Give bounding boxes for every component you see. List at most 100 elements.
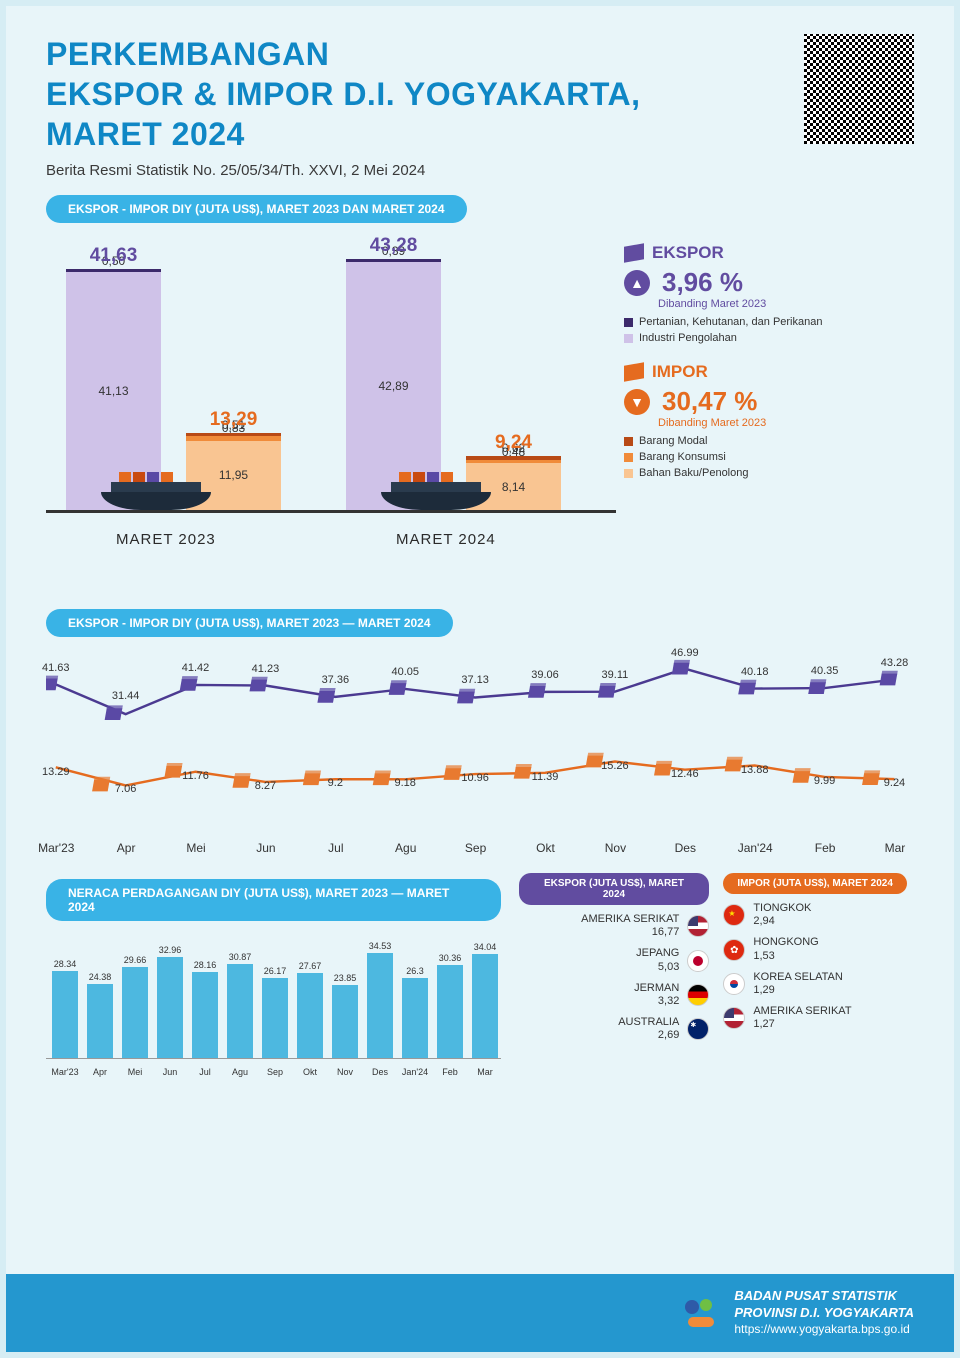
neraca-bar <box>192 972 218 1058</box>
ekspor-marker-icon <box>250 677 268 692</box>
segment-label: 42,89 <box>346 379 441 393</box>
ekspor-pct: 3,96 % <box>662 267 743 298</box>
ekspor-marker-icon <box>457 689 475 704</box>
flag-icon <box>687 915 709 937</box>
ekspor-partners-pill: EKSPOR (JUTA US$), MARET 2024 <box>519 873 710 905</box>
ekspor-marker-icon <box>389 680 407 695</box>
impor-value-label: 11.76 <box>171 770 221 782</box>
neraca-bar <box>157 957 183 1058</box>
footer-line1: BADAN PUSAT STATISTIK <box>734 1288 914 1305</box>
neraca-month: Sep <box>255 1067 295 1077</box>
impor-legend: Barang ModalBarang KonsumsiBahan Baku/Pe… <box>624 435 914 479</box>
impor-partner-rows: ★TIONGKOK2,94✿HONGKONG1,53KOREA SELATAN1… <box>723 902 914 1032</box>
partner-row: JERMAN3,32 <box>519 982 710 1008</box>
neraca-value: 26.3 <box>395 966 435 976</box>
x-axis-label: Okt <box>512 841 579 855</box>
x-axis-label: Mei <box>163 841 230 855</box>
impor-sub: Dibanding Maret 2023 <box>658 417 914 429</box>
neraca-bar <box>52 971 78 1058</box>
impor-stat: IMPOR ▼ 30,47 % Dibanding Maret 2023 Bar… <box>624 362 914 479</box>
partner-text: JEPANG5,03 <box>519 947 680 973</box>
neraca-value: 30.36 <box>430 953 470 963</box>
neraca-month: Des <box>360 1067 400 1077</box>
neraca-bar <box>367 953 393 1059</box>
cargo-ship-icon <box>381 462 491 510</box>
partner-text: JERMAN3,32 <box>519 982 680 1008</box>
legend-item: Barang Modal <box>624 435 914 447</box>
ekspor-marker-icon <box>598 683 616 698</box>
impor-pct: 30,47 % <box>662 386 757 417</box>
flag-icon <box>687 950 709 972</box>
neraca-bar <box>402 978 428 1058</box>
x-axis-label: Nov <box>582 841 649 855</box>
title-block: PERKEMBANGAN EKSPOR & IMPOR D.I. YOGYAKA… <box>46 34 641 179</box>
neraca-value: 34.53 <box>360 941 400 951</box>
footer-url: https://www.yogyakarta.bps.go.id <box>734 1322 914 1338</box>
impor-value-label: 7.06 <box>101 783 151 795</box>
ekspor-marker-icon <box>738 680 756 695</box>
ekspor-value-label: 40.05 <box>380 666 430 678</box>
legend-label: Pertanian, Kehutanan, dan Perikanan <box>639 316 822 328</box>
ekspor-partner-rows: AMERIKA SERIKAT16,77JEPANG5,03JERMAN3,32… <box>519 913 710 1043</box>
neraca-bar <box>437 965 463 1058</box>
x-axis-label: Jan'24 <box>722 841 789 855</box>
x-axis-label: Agu <box>372 841 439 855</box>
bar-segment <box>66 269 161 272</box>
ekspor-marker-icon <box>46 676 58 691</box>
bar-total: 43,28 <box>346 235 441 257</box>
footer-text: BADAN PUSAT STATISTIK PROVINSI D.I. YOGY… <box>734 1288 914 1337</box>
neraca-month: Feb <box>430 1067 470 1077</box>
bps-logo-icon <box>680 1293 720 1333</box>
impor-value-label: 9.24 <box>869 777 919 789</box>
impor-value-label: 15.26 <box>590 760 640 772</box>
footer: BADAN PUSAT STATISTIK PROVINSI D.I. YOGY… <box>6 1274 954 1352</box>
container-cube-icon <box>624 362 644 382</box>
ekspor-marker-icon <box>672 660 690 675</box>
subtitle: Berita Resmi Statistik No. 25/05/34/Th. … <box>46 162 641 179</box>
ekspor-stat-title: EKSPOR <box>652 243 724 263</box>
arrow-down-icon: ▼ <box>624 389 650 415</box>
x-axis-label: Jun <box>232 841 299 855</box>
ekspor-marker-icon <box>880 671 898 686</box>
legend-swatch-icon <box>624 334 633 343</box>
infographic-page: PERKEMBANGAN EKSPOR & IMPOR D.I. YOGYAKA… <box>0 0 960 1358</box>
ekspor-partners: EKSPOR (JUTA US$), MARET 2024 AMERIKA SE… <box>519 873 710 1079</box>
legend-swatch-icon <box>624 437 633 446</box>
neraca-month: Jul <box>185 1067 225 1077</box>
flag-icon <box>723 1007 745 1029</box>
bar-total: 41,63 <box>66 245 161 267</box>
legend-item: Bahan Baku/Penolong <box>624 467 914 479</box>
impor-value-label: 9.99 <box>800 775 850 787</box>
legend-swatch-icon <box>624 453 633 462</box>
bar-baseline <box>46 1058 501 1059</box>
flag-icon <box>687 984 709 1006</box>
neraca-month: Agu <box>220 1067 260 1077</box>
ekspor-value-label: 39.06 <box>520 669 570 681</box>
title-line1: PERKEMBANGAN <box>46 34 641 74</box>
x-axis-label: Feb <box>792 841 859 855</box>
legend-label: Bahan Baku/Penolong <box>639 467 748 479</box>
legend-item: Pertanian, Kehutanan, dan Perikanan <box>624 316 914 328</box>
section2: Mar'23AprMeiJunJulAguSepOktNovDesJan'24F… <box>46 643 914 873</box>
partner-row: ★TIONGKOK2,94 <box>723 902 914 928</box>
partner-row: JEPANG5,03 <box>519 947 710 973</box>
ekspor-marker-icon <box>317 688 335 703</box>
ekspor-value-label: 39.11 <box>590 669 640 681</box>
impor-value-label: 13.88 <box>730 764 780 776</box>
neraca-month: Mar <box>465 1067 505 1077</box>
neraca-value: 29.66 <box>115 955 155 965</box>
neraca-month: Okt <box>290 1067 330 1077</box>
ekspor-value-label: 37.36 <box>310 674 360 686</box>
cargo-ship-icon <box>101 462 211 510</box>
x-axis-label: Sep <box>442 841 509 855</box>
neraca-bar <box>227 964 253 1058</box>
neraca-value: 27.67 <box>290 961 330 971</box>
partner-row: ✿HONGKONG1,53 <box>723 936 914 962</box>
bar-segment <box>466 456 561 460</box>
neraca-value: 32.96 <box>150 945 190 955</box>
segment-label: 41,13 <box>66 384 161 398</box>
ekspor-value-label: 40.18 <box>730 666 780 678</box>
title-line3: MARET 2024 <box>46 114 641 154</box>
bar-segment <box>186 436 281 441</box>
title-line2: EKSPOR & IMPOR D.I. YOGYAKARTA, <box>46 74 641 114</box>
